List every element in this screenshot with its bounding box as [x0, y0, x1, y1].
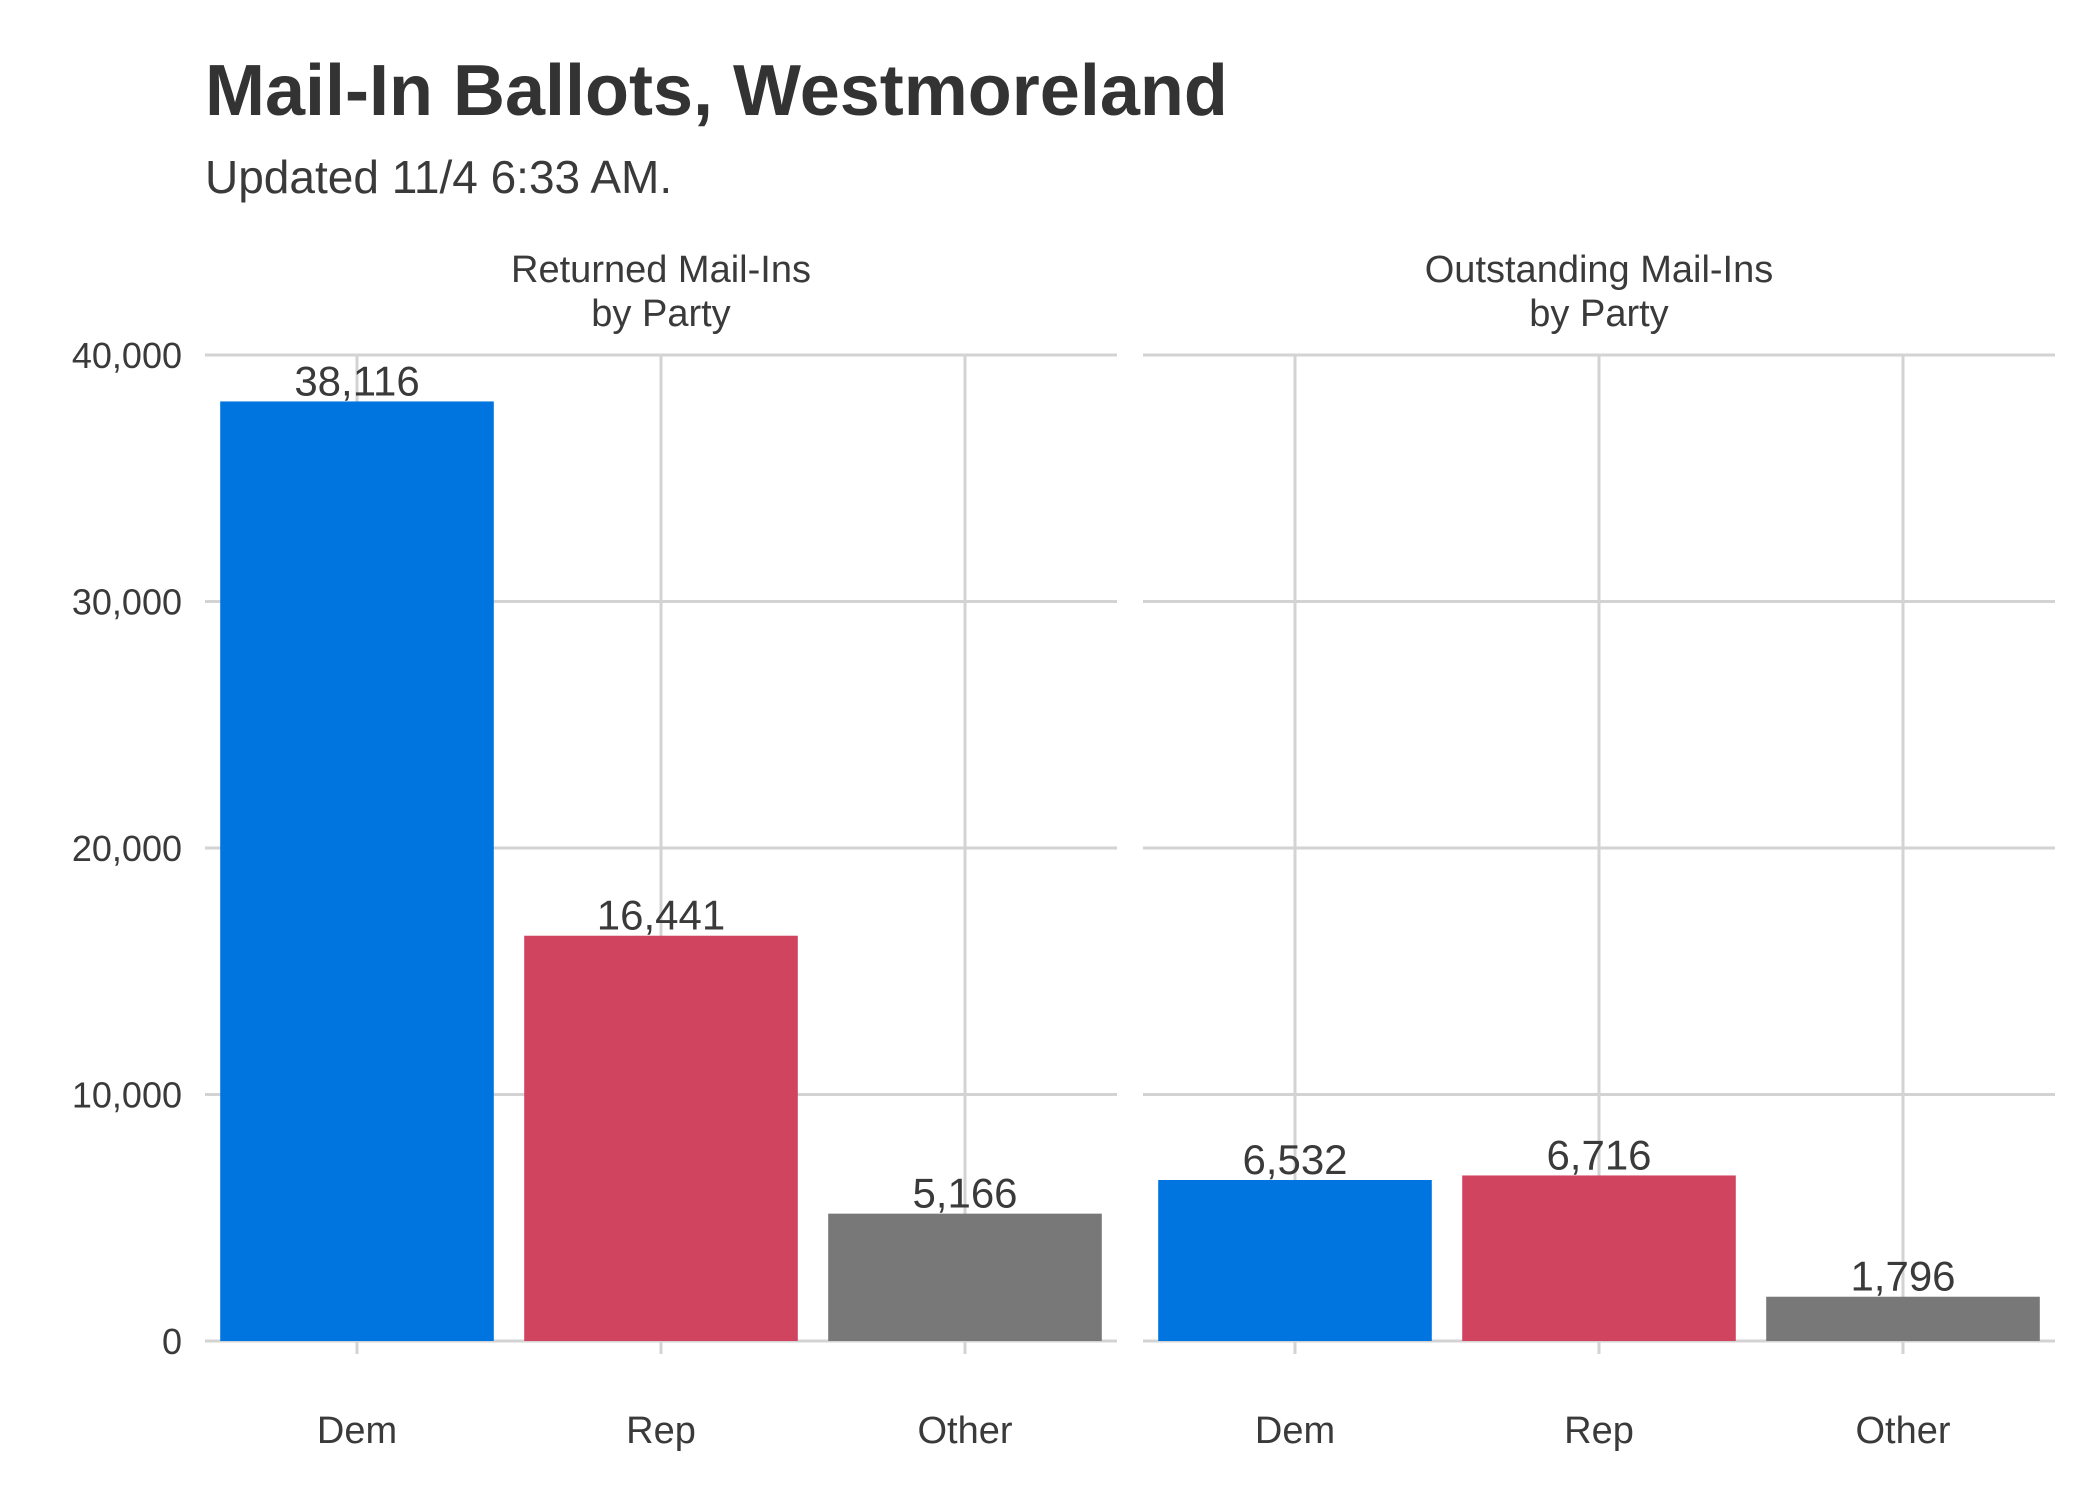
- panel-title: Returned Mail-Ins: [511, 249, 811, 291]
- bar-other: [828, 1213, 1102, 1341]
- data-label: 6,716: [1546, 1131, 1651, 1178]
- bar-dem: [220, 401, 494, 1341]
- panel-title: by Party: [1529, 293, 1668, 335]
- y-tick-label: 10,000: [72, 1075, 182, 1116]
- panel-title: by Party: [591, 293, 730, 335]
- chart-title: Mail-In Ballots, Westmoreland: [205, 51, 1228, 131]
- bar-rep: [524, 935, 798, 1341]
- x-tick-label: Dem: [1255, 1410, 1335, 1452]
- x-tick-label: Rep: [626, 1410, 696, 1452]
- x-tick-label: Rep: [1564, 1410, 1634, 1452]
- x-tick-label: Other: [917, 1410, 1012, 1452]
- y-tick-label: 30,000: [72, 582, 182, 623]
- data-label: 6,532: [1242, 1136, 1347, 1183]
- data-label: 5,166: [912, 1170, 1017, 1217]
- data-label: 1,796: [1850, 1253, 1955, 1300]
- bar-rep: [1462, 1175, 1736, 1341]
- x-tick-label: Dem: [317, 1410, 397, 1452]
- chart-subtitle: Updated 11/4 6:33 AM.: [205, 151, 673, 203]
- y-tick-label: 40,000: [72, 335, 182, 376]
- bar-other: [1766, 1296, 2040, 1341]
- y-tick-label: 20,000: [72, 828, 182, 869]
- data-label: 38,116: [294, 357, 419, 404]
- bar-dem: [1158, 1179, 1432, 1341]
- data-label: 16,441: [597, 892, 725, 939]
- x-tick-label: Other: [1855, 1410, 1950, 1452]
- panel-title: Outstanding Mail-Ins: [1425, 249, 1774, 291]
- y-tick-label: 0: [162, 1321, 182, 1362]
